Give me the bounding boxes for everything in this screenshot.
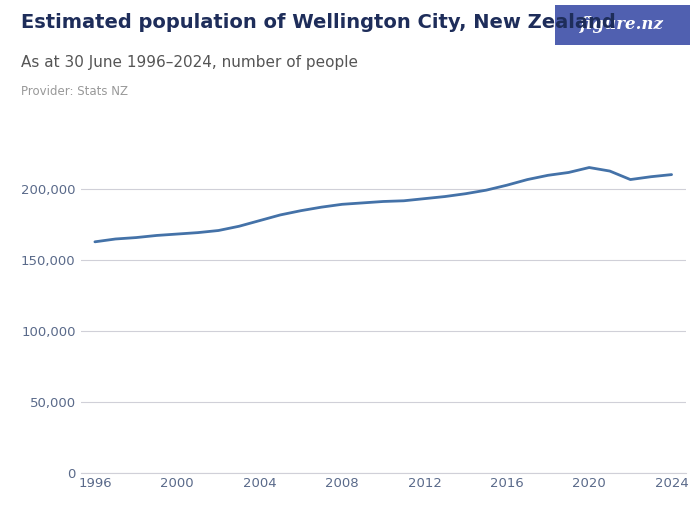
Text: figure.nz: figure.nz xyxy=(580,16,664,34)
Text: Estimated population of Wellington City, New Zealand: Estimated population of Wellington City,… xyxy=(21,13,616,32)
Text: As at 30 June 1996–2024, number of people: As at 30 June 1996–2024, number of peopl… xyxy=(21,55,358,70)
Text: Provider: Stats NZ: Provider: Stats NZ xyxy=(21,85,128,98)
